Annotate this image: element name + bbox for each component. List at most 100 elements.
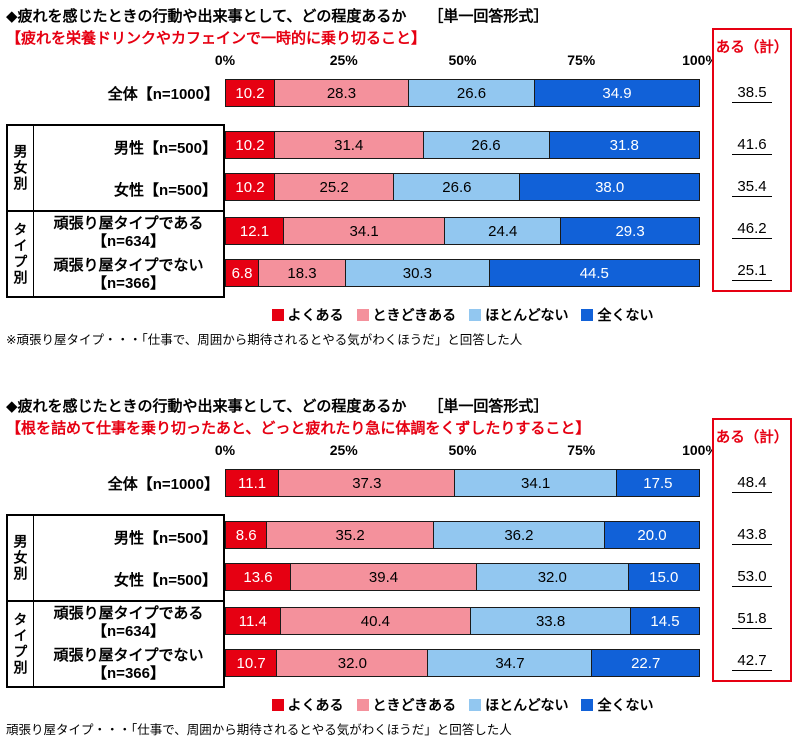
segment-value: 11.1 [238, 474, 267, 492]
segment-value: 22.7 [631, 654, 661, 672]
axis-tick-50: 50% [448, 52, 477, 68]
legend-label: よくある [287, 307, 344, 323]
legend-swatch-mattaku-nai [581, 699, 594, 711]
row-label: 頑張り屋タイプである 【n=634】 [34, 602, 223, 644]
legend-item-mattaku-nai: 全くない [581, 695, 653, 715]
segment-value: 25.2 [319, 178, 349, 196]
segment-value: 32.0 [337, 654, 367, 672]
total-value-row: 25.1 [714, 261, 790, 281]
legend-swatch-yoku-aru [271, 699, 284, 711]
group-bars: 10.2 31.4 26.6 31.8 10.2 25.2 26.6 38.0 [225, 124, 700, 212]
bar-row: 13.6 39.4 32.0 15.0 [225, 556, 700, 598]
segment-tokidoki-aru: 37.3 [278, 470, 455, 496]
segment-value: 36.2 [504, 526, 534, 544]
axis-tick-0: 0% [214, 442, 236, 458]
legend-label: ほとんどない [485, 697, 569, 713]
total-value: 38.5 [732, 84, 772, 103]
row-label: 女性【n=500】 [114, 181, 217, 199]
segment-value: 12.1 [239, 222, 270, 240]
segment-value: 32.0 [537, 568, 567, 586]
total-value: 42.7 [732, 652, 772, 671]
segment-value: 40.4 [360, 612, 390, 630]
row-label: 頑張り屋タイプでない 【n=366】 [34, 254, 223, 296]
chart-title-row: ◆疲れを感じたときの行動や出来事として、どの程度あるか ［単一回答形式］ [6, 4, 800, 26]
segment-value: 28.3 [326, 84, 357, 102]
segment-hotondo-nai: 24.4 [444, 218, 561, 244]
axis-tick-75: 75% [567, 52, 596, 68]
total-value: 51.8 [732, 610, 772, 629]
segment-value: 18.3 [287, 264, 317, 282]
total-column: ある（計） 48.4 43.8 53.0 51.8 42.7 [712, 418, 792, 682]
segment-value: 17.5 [643, 474, 673, 492]
stacked-bar: 12.1 34.1 24.4 29.3 [225, 217, 700, 245]
row-label: 頑張り屋タイプでない 【n=366】 [34, 644, 223, 686]
segment-yoku-aru: 10.2 [226, 80, 274, 106]
footnote: 頑張り屋タイプ・・・「仕事で、周囲から期待されるとやる気がわくほうだ」と回答した… [6, 722, 512, 737]
row-label-line2: 【n=634】 [92, 233, 165, 250]
stacked-bar: 10.7 32.0 34.7 22.7 [225, 649, 700, 677]
segment-tokidoki-aru: 28.3 [273, 80, 408, 106]
segment-hotondo-nai: 32.0 [476, 564, 628, 590]
segment-value: 10.2 [235, 136, 265, 154]
total-value: 41.6 [732, 136, 772, 155]
segment-tokidoki-aru: 39.4 [289, 564, 477, 590]
legend-item-yoku-aru: よくある [271, 305, 344, 325]
segment-value: 13.6 [243, 568, 273, 586]
segment-value: 37.3 [352, 474, 382, 492]
group-bars: 12.1 34.1 24.4 29.3 6.8 18.3 30.3 44.5 [225, 210, 700, 298]
segment-mattaku-nai: 38.0 [519, 174, 699, 200]
segment-value: 31.4 [334, 136, 364, 154]
total-value: 35.4 [732, 178, 772, 197]
segment-value: 44.5 [579, 264, 609, 282]
legend-swatch-yoku-aru [271, 309, 284, 321]
bar-row: 10.2 25.2 26.6 38.0 [225, 166, 700, 208]
group-type-box: タイプ別 頑張り屋タイプである 【n=634】 頑張り屋タイプでない 【n=36… [6, 600, 225, 688]
legend-item-mattaku-nai: 全くない [581, 305, 653, 325]
stacked-bar: 10.2 25.2 26.6 38.0 [225, 173, 700, 201]
total-value-row: 51.8 [714, 609, 790, 629]
row-label: 女性【n=500】 [114, 571, 217, 589]
segment-value: 10.7 [236, 654, 266, 672]
segment-yoku-aru: 12.1 [226, 218, 283, 244]
segment-value: 26.6 [456, 84, 487, 102]
segment-tokidoki-aru: 40.4 [279, 608, 471, 634]
total-value-row: 42.7 [714, 651, 790, 671]
segment-value: 38.0 [595, 178, 625, 196]
legend: よくある ときどきある ほとんどない 全くない [225, 692, 700, 718]
segment-yoku-aru: 10.7 [226, 650, 277, 676]
segment-tokidoki-aru: 25.2 [273, 174, 394, 200]
segment-value: 29.3 [615, 222, 645, 240]
total-value: 48.4 [732, 474, 772, 493]
total-column-header: ある（計） [715, 40, 789, 56]
chart-title: ◆疲れを感じたときの行動や出来事として、どの程度あるか [6, 397, 407, 415]
axis-tick-100: 100% [682, 442, 718, 458]
row-label: 全体【n=1000】 [107, 475, 219, 493]
chart-rows: 全体【n=1000】 11.1 37.3 34.1 17.5 男女別 男性【n=… [6, 462, 700, 688]
legend-label: ときどきある [372, 697, 457, 713]
segment-yoku-aru: 6.8 [226, 260, 258, 286]
stacked-bar: 13.6 39.4 32.0 15.0 [225, 563, 700, 591]
group-label-type: タイプ別 [8, 212, 34, 296]
total-value: 43.8 [732, 526, 772, 545]
row-total: 全体【n=1000】 11.1 37.3 34.1 17.5 [6, 462, 700, 504]
stacked-bar: 10.2 28.3 26.6 34.9 [225, 79, 700, 107]
segment-value: 33.8 [535, 612, 566, 630]
segment-hotondo-nai: 26.6 [422, 132, 549, 158]
total-value: 46.2 [732, 220, 772, 239]
group-label-type: タイプ別 [8, 602, 34, 686]
legend-swatch-hotondo-nai [469, 699, 482, 711]
answer-format-label: ［単一回答形式］ [428, 397, 549, 415]
total-value-row: 48.4 [714, 473, 790, 493]
row-label-line1: 頑張り屋タイプでない [53, 647, 204, 664]
total-value-row: 53.0 [714, 567, 790, 587]
group-type: タイプ別 頑張り屋タイプである 【n=634】 頑張り屋タイプでない 【n=36… [6, 210, 700, 298]
group-bars: 11.4 40.4 33.8 14.5 10.7 32.0 34.7 22.7 [225, 600, 700, 688]
segment-value: 34.1 [349, 222, 379, 240]
segment-yoku-aru: 11.1 [226, 470, 279, 496]
legend-item-tokidoki-aru: ときどきある [356, 695, 457, 715]
segment-value: 26.6 [471, 136, 501, 154]
segment-value: 15.0 [649, 568, 679, 586]
total-value-row: 41.6 [714, 135, 790, 155]
axis-tick-0: 0% [214, 52, 236, 68]
axis-tick-25: 25% [329, 442, 358, 458]
